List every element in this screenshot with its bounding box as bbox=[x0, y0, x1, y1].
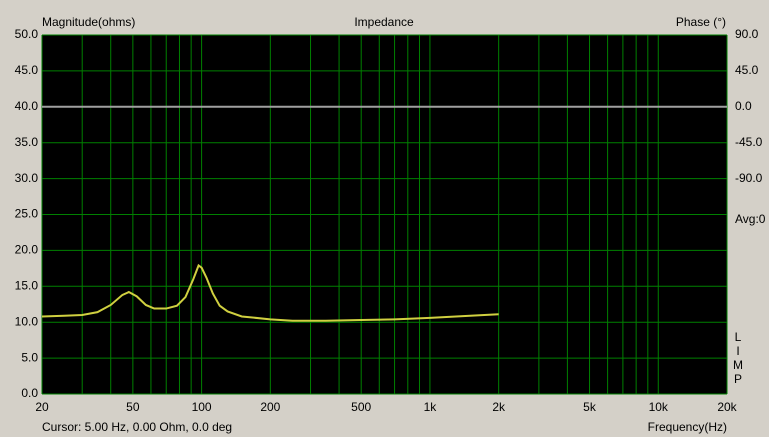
x-tick-label: 50 bbox=[126, 400, 140, 414]
y2-tick-label: 0.0 bbox=[735, 99, 752, 113]
impedance-curve bbox=[41, 263, 499, 322]
x-tick-label: 20 bbox=[35, 400, 49, 414]
x-tick-label: 2k bbox=[492, 400, 506, 414]
program-letter: I bbox=[736, 344, 739, 358]
y-tick-label: 35.0 bbox=[15, 135, 39, 149]
y-tick-label: 5.0 bbox=[21, 350, 38, 364]
x-tick-label: 500 bbox=[351, 400, 371, 414]
x-tick-label: 200 bbox=[260, 400, 280, 414]
y-tick-label: 45.0 bbox=[15, 63, 39, 77]
y-axis-label: Magnitude(ohms) bbox=[42, 15, 135, 29]
y-tick-label: 15.0 bbox=[15, 278, 39, 292]
x-tick-label: 1k bbox=[424, 400, 438, 414]
cursor-readout: Cursor: 5.00 Hz, 0.00 Ohm, 0.0 deg bbox=[42, 420, 232, 434]
chart-title: Impedance bbox=[354, 15, 414, 29]
x-tick-label: 100 bbox=[192, 400, 212, 414]
average-label: Avg:0 bbox=[735, 212, 766, 226]
y-tick-label: 20.0 bbox=[15, 243, 39, 257]
x-tick-label: 10k bbox=[649, 400, 669, 414]
y2-tick-label: -45.0 bbox=[735, 135, 763, 149]
y-tick-label: 25.0 bbox=[15, 207, 39, 221]
x-axis-label: Frequency(Hz) bbox=[648, 420, 727, 434]
y2-axis-label: Phase (°) bbox=[676, 15, 726, 29]
x-tick-label: 20k bbox=[717, 400, 737, 414]
y-tick-label: 0.0 bbox=[21, 386, 38, 400]
program-letter: P bbox=[734, 372, 742, 386]
program-letter: M bbox=[733, 358, 743, 372]
program-letter: L bbox=[735, 330, 742, 344]
y2-tick-label: -90.0 bbox=[735, 171, 763, 185]
y-tick-label: 10.0 bbox=[15, 314, 39, 328]
x-tick-label: 5k bbox=[583, 400, 597, 414]
y2-tick-label: 45.0 bbox=[735, 63, 759, 77]
y2-tick-label: 90.0 bbox=[735, 27, 759, 41]
y-tick-label: 50.0 bbox=[15, 27, 39, 41]
y-tick-label: 40.0 bbox=[15, 99, 39, 113]
y-tick-label: 30.0 bbox=[15, 171, 39, 185]
